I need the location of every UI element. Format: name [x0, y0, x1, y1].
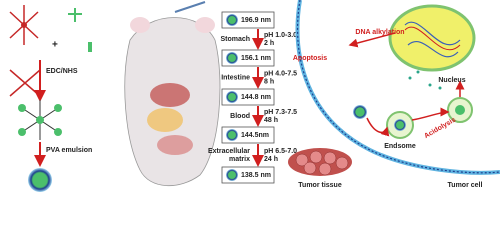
nanoparticle: [226, 52, 238, 64]
nanoparticle: [226, 169, 238, 181]
reagent: EDC/NHS: [46, 68, 78, 75]
organ-label: Stomach: [220, 36, 250, 43]
time-label: 24 h: [264, 156, 278, 163]
apoptosis-label: Apoptosis: [293, 55, 327, 62]
size-label: 144.8 nm: [241, 94, 271, 101]
ph-label: pH 4.0-7.5: [264, 70, 297, 77]
time-label: 2 h: [264, 40, 274, 47]
nanoparticle: [226, 91, 238, 103]
nanoparticle: [226, 129, 238, 141]
ph-label: pH 1.0-3.0: [264, 32, 297, 39]
tumor-cell: Nucleus DNA alkylation Apoptosis Endsome…: [293, 0, 500, 189]
size-label: 138.5 nm: [241, 172, 271, 179]
time-label: 8 h: [264, 78, 274, 85]
tissue-label: Tumor tissue: [298, 182, 342, 189]
size-label: 144.5nm: [241, 132, 269, 139]
size-label: 196.9 nm: [241, 17, 271, 24]
synthesis-panel: + EDC/NHS PVA emulsion: [9, 5, 92, 192]
organ-label: Intestine: [221, 74, 250, 81]
acidolysis-label: Acidolysis: [423, 116, 457, 140]
size-label: 156.1 nm: [241, 55, 271, 62]
organ-label: Blood: [230, 113, 250, 120]
tumor-tissue: Tumor tissue: [288, 148, 352, 189]
ph-label: pH 7.3-7.5: [264, 109, 297, 116]
mouse: [124, 1, 221, 187]
nucleus-label: Nucleus: [438, 77, 465, 84]
dna-label: DNA alkylation: [355, 29, 404, 36]
endosome-label: Endsome: [384, 143, 416, 150]
time-label: 48 h: [264, 117, 278, 124]
svg-text:+: +: [52, 40, 58, 51]
nanoparticle: [226, 14, 238, 26]
stage-column: 196.9 nm Stomach pH 1.0-3.02 h 156.1 nm Inte…: [208, 11, 297, 184]
figure: + EDC/NHS PVA emulsion 196.9 nm Stomach pH…: [9, 0, 500, 192]
organ-label: matrix: [229, 156, 250, 163]
organ-label: Extracellular: [208, 148, 250, 155]
ph-label: pH 6.5-7.0: [264, 148, 297, 155]
method: PVA emulsion: [46, 147, 92, 154]
cell-label: Tumor cell: [448, 182, 483, 189]
